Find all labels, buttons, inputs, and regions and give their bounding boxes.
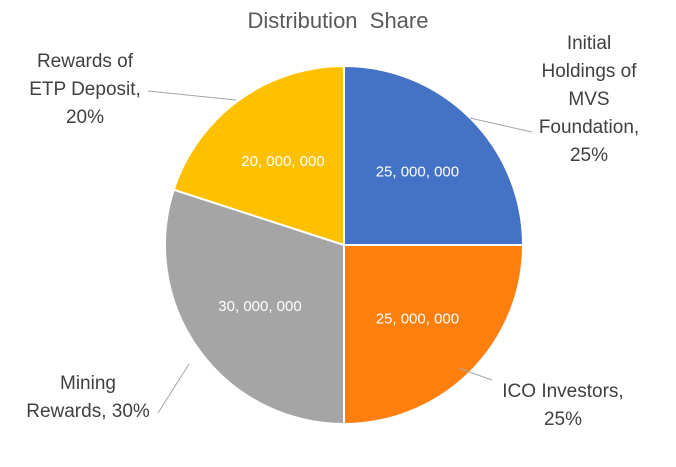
pie-slice xyxy=(343,244,525,426)
pie-slice xyxy=(172,64,345,247)
slice-category-label: ICO Investors, 25% xyxy=(502,381,623,430)
leader-line xyxy=(457,367,493,381)
pie-slice xyxy=(343,64,525,246)
slice-category-label: Initial Holdings of MVS Foundation, 25% xyxy=(539,33,639,166)
slice-value-label: 30, 000, 000 xyxy=(218,298,301,315)
slice-value-label: 25, 000, 000 xyxy=(376,164,459,181)
leader-line xyxy=(469,117,533,133)
slice-value-label: 25, 000, 000 xyxy=(376,310,459,327)
leader-lines xyxy=(147,90,533,414)
pie-slice xyxy=(164,188,345,426)
slice-category-label: Mining Rewards, 30% xyxy=(26,373,150,422)
slice-labels: 25, 000, 000 Initial Holdings of MVS Foundat… xyxy=(26,33,639,430)
pie-slices xyxy=(164,64,525,426)
chart-title: Distribution Share xyxy=(248,8,429,33)
slice-value-label: 20, 000, 000 xyxy=(241,153,324,170)
leader-line xyxy=(157,363,190,414)
leader-line xyxy=(147,90,237,101)
slice-category-label: Rewards of ETP Deposit, 20% xyxy=(29,51,141,128)
